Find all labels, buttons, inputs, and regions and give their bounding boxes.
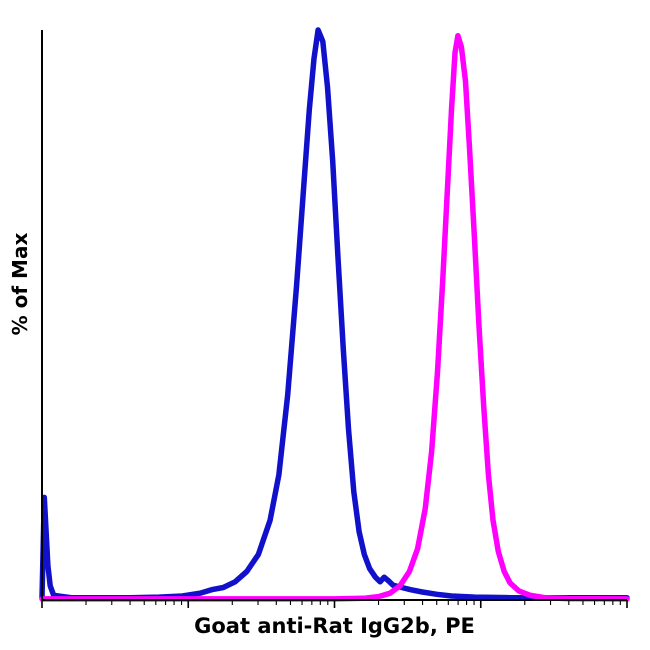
x-axis-label: Goat anti-Rat IgG2b, PE	[194, 614, 475, 638]
curve-stained-sample-magenta	[39, 32, 630, 602]
y-axis-label: % of Max	[8, 232, 32, 336]
curve-unstained-control-blue	[39, 27, 630, 601]
